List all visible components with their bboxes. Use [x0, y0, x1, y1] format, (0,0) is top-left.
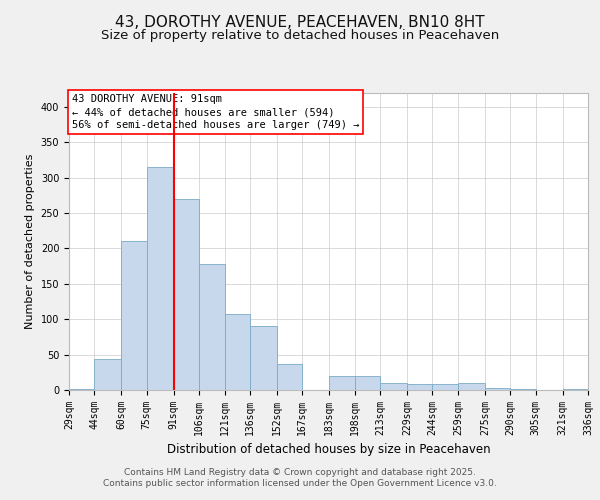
- Bar: [563, 388, 588, 390]
- Bar: [250, 326, 277, 390]
- Text: Contains HM Land Registry data © Crown copyright and database right 2025.: Contains HM Land Registry data © Crown c…: [124, 468, 476, 477]
- Bar: [69, 388, 94, 390]
- Bar: [407, 384, 433, 390]
- Bar: [510, 388, 536, 390]
- Text: 43, DOROTHY AVENUE, PEACEHAVEN, BN10 8HT: 43, DOROTHY AVENUE, PEACEHAVEN, BN10 8HT: [115, 15, 485, 30]
- Bar: [433, 384, 458, 390]
- Text: Size of property relative to detached houses in Peacehaven: Size of property relative to detached ho…: [101, 30, 499, 43]
- Text: Contains public sector information licensed under the Open Government Licence v3: Contains public sector information licen…: [103, 480, 497, 488]
- Bar: [174, 198, 199, 390]
- Bar: [380, 383, 407, 390]
- Bar: [355, 376, 380, 390]
- Bar: [224, 314, 250, 390]
- X-axis label: Distribution of detached houses by size in Peacehaven: Distribution of detached houses by size …: [167, 444, 490, 456]
- Bar: [147, 167, 174, 390]
- Text: 43 DOROTHY AVENUE: 91sqm
← 44% of detached houses are smaller (594)
56% of semi-: 43 DOROTHY AVENUE: 91sqm ← 44% of detach…: [71, 94, 359, 130]
- Bar: [277, 364, 302, 390]
- Bar: [199, 264, 224, 390]
- Bar: [485, 388, 510, 390]
- Y-axis label: Number of detached properties: Number of detached properties: [25, 154, 35, 329]
- Bar: [121, 242, 147, 390]
- Bar: [329, 376, 355, 390]
- Bar: [458, 383, 485, 390]
- Bar: [94, 359, 121, 390]
